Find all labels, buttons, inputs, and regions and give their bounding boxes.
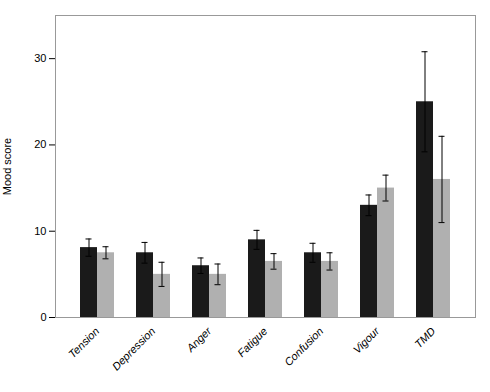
svg-text:Depression: Depression <box>110 325 158 373</box>
svg-text:Mood score: Mood score <box>1 138 13 195</box>
svg-text:Fatigue: Fatigue <box>235 325 269 359</box>
svg-text:10: 10 <box>34 225 46 237</box>
svg-text:Vigour: Vigour <box>351 324 383 356</box>
svg-text:20: 20 <box>34 138 46 150</box>
svg-text:30: 30 <box>34 52 46 64</box>
svg-text:Tension: Tension <box>66 325 101 360</box>
svg-text:Confusion: Confusion <box>282 325 326 369</box>
svg-text:0: 0 <box>40 311 46 323</box>
svg-text:TMD: TMD <box>412 325 437 350</box>
svg-text:Anger: Anger <box>183 324 214 355</box>
